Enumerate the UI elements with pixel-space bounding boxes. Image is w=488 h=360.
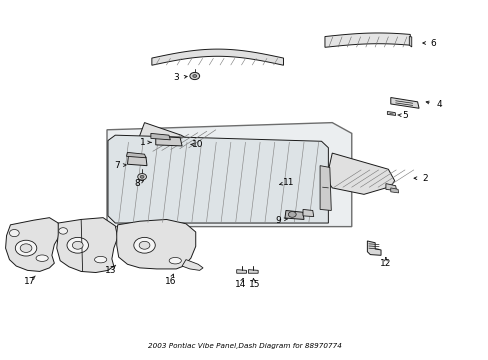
Polygon shape: [320, 166, 330, 211]
Polygon shape: [152, 49, 283, 65]
Text: 2003 Pontiac Vibe Panel,Dash Diagram for 88970774: 2003 Pontiac Vibe Panel,Dash Diagram for…: [147, 343, 341, 349]
Text: 9: 9: [275, 216, 281, 225]
Text: 2: 2: [421, 174, 427, 183]
Polygon shape: [366, 241, 380, 255]
Ellipse shape: [94, 256, 106, 263]
Circle shape: [288, 212, 296, 217]
Circle shape: [67, 237, 88, 253]
Text: 17: 17: [24, 276, 36, 285]
Ellipse shape: [36, 255, 48, 261]
Circle shape: [59, 228, 67, 234]
Polygon shape: [326, 153, 394, 194]
Circle shape: [134, 237, 155, 253]
Polygon shape: [390, 98, 418, 108]
Text: 10: 10: [192, 140, 203, 149]
Circle shape: [139, 241, 150, 249]
Polygon shape: [408, 37, 411, 47]
Text: 14: 14: [234, 280, 246, 289]
Circle shape: [9, 229, 19, 237]
Polygon shape: [108, 135, 328, 223]
Polygon shape: [385, 184, 396, 191]
Text: 16: 16: [164, 276, 176, 285]
Text: 8: 8: [134, 179, 140, 188]
Polygon shape: [182, 260, 203, 270]
Circle shape: [20, 244, 32, 252]
Circle shape: [140, 175, 144, 178]
Circle shape: [189, 72, 199, 80]
Text: 4: 4: [436, 100, 442, 109]
Circle shape: [15, 240, 37, 256]
Text: 13: 13: [104, 266, 116, 275]
Text: 6: 6: [430, 39, 436, 48]
Polygon shape: [156, 136, 182, 146]
Text: 7: 7: [114, 161, 120, 170]
Text: 11: 11: [282, 177, 294, 186]
Text: 3: 3: [173, 73, 179, 82]
Circle shape: [192, 75, 196, 77]
Text: 5: 5: [402, 111, 407, 120]
Text: 12: 12: [380, 259, 391, 268]
Polygon shape: [236, 270, 246, 273]
Polygon shape: [57, 218, 118, 273]
Polygon shape: [303, 210, 313, 217]
Polygon shape: [127, 156, 147, 166]
Ellipse shape: [169, 257, 181, 264]
Polygon shape: [126, 152, 146, 158]
Text: 1: 1: [140, 138, 145, 147]
Circle shape: [72, 241, 83, 249]
Polygon shape: [325, 33, 409, 47]
Polygon shape: [117, 220, 195, 269]
Circle shape: [138, 174, 146, 180]
Polygon shape: [107, 123, 351, 226]
Polygon shape: [285, 211, 304, 220]
Polygon shape: [248, 270, 258, 273]
Polygon shape: [390, 188, 398, 193]
Text: 15: 15: [248, 280, 260, 289]
Polygon shape: [386, 112, 395, 116]
Polygon shape: [151, 134, 170, 140]
Polygon shape: [137, 123, 200, 159]
Polygon shape: [5, 218, 60, 271]
